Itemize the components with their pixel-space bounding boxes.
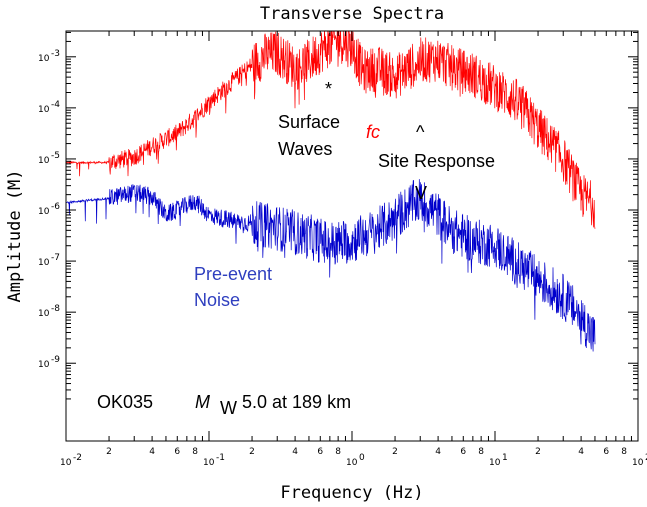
y-tick-label: 10 (38, 156, 50, 166)
x-axis-title: Frequency (Hz) (280, 483, 423, 503)
x-tick-exponent: 2 (645, 453, 647, 463)
x-minor-label: 6 (174, 447, 180, 457)
y-tick-exponent: -7 (51, 253, 60, 263)
annotation-layer: * Surface Waves fc ^ Site Response V Pre… (194, 79, 495, 310)
noise-spectrum-line (66, 179, 596, 352)
event-detail: 5.0 at 189 km (242, 392, 351, 412)
x-minor-label: 2 (392, 447, 398, 457)
x-minor-label: 8 (621, 447, 627, 457)
y-tick-label: 10 (38, 207, 50, 217)
x-tick-label: 10 (203, 458, 215, 468)
series-layer (66, 31, 596, 352)
x-tick-exponent: -2 (73, 453, 82, 463)
y-tick-exponent: -9 (51, 355, 60, 365)
annotation-asterisk: * (325, 79, 332, 99)
y-tick-label: 10 (38, 105, 50, 115)
x-minor-label: 8 (335, 447, 341, 457)
x-minor-label: 4 (149, 447, 155, 457)
annotation-fc: fc (366, 122, 380, 142)
x-minor-label: 6 (317, 447, 323, 457)
x-minor-label: 2 (535, 447, 541, 457)
y-tick-label: 10 (38, 360, 50, 370)
annotation-v: V (415, 183, 427, 203)
annotation-caret: ^ (416, 122, 425, 142)
y-tick-exponent: -5 (51, 151, 60, 161)
x-minor-label: 4 (292, 447, 298, 457)
x-tick-exponent: 0 (359, 453, 365, 463)
x-tick-exponent: -1 (216, 453, 225, 463)
annotation-surface: Surface (278, 112, 340, 132)
x-tick-label: 10 (60, 458, 72, 468)
y-tick-exponent: -4 (51, 100, 60, 110)
x-minor-label: 4 (435, 447, 441, 457)
y-tick-exponent: -6 (51, 202, 60, 212)
x-tick-label: 10 (346, 458, 358, 468)
event-label: OK035 M W 5.0 at 189 km (97, 392, 351, 418)
y-tick-exponent: -8 (51, 304, 60, 314)
event-mag-subscript: W (220, 398, 237, 418)
x-tick-exponent: 1 (502, 453, 508, 463)
x-minor-label: 2 (249, 447, 255, 457)
annotation-waves: Waves (278, 139, 332, 159)
chart-title: Transverse Spectra (260, 4, 444, 24)
x-minor-label: 6 (603, 447, 609, 457)
y-tick-label: 10 (38, 54, 50, 64)
annotation-noise: Noise (194, 290, 240, 310)
signal-spectrum-line (66, 31, 596, 229)
x-minor-label: 8 (478, 447, 484, 457)
x-minor-label: 6 (460, 447, 466, 457)
x-tick-label: 10 (489, 458, 501, 468)
annotation-site-response: Site Response (378, 151, 495, 171)
y-tick-label: 10 (38, 309, 50, 319)
y-axis-title: Amplitude (M) (5, 169, 25, 302)
y-tick-label: 10 (38, 258, 50, 268)
ticks-layer: 10-2246810-124681002468101246810210-910-… (38, 31, 647, 468)
x-tick-label: 10 (632, 458, 644, 468)
y-tick-exponent: -3 (51, 49, 60, 59)
event-mag-symbol: M (195, 392, 210, 412)
x-minor-label: 8 (192, 447, 198, 457)
annotation-pre-event: Pre-event (194, 264, 272, 284)
event-station: OK035 (97, 392, 153, 412)
x-minor-label: 4 (578, 447, 584, 457)
x-minor-label: 2 (106, 447, 112, 457)
